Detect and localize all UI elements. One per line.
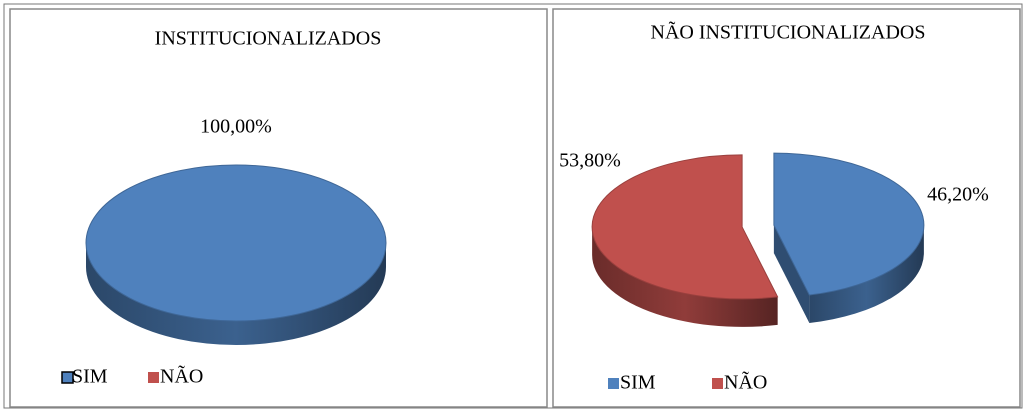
pie-cut-face [773,225,810,324]
legend-label: SIM [72,366,108,388]
legend-swatch [712,378,723,389]
pie-side [86,243,386,345]
chart-title: NÃO INSTITUCIONALIZADOS [651,20,926,44]
data-label: 100,00% [200,116,272,138]
legend-label: NÃO [160,364,203,388]
legend-swatch [608,378,619,389]
legend-label: SIM [620,372,656,394]
pie-side [809,225,924,324]
legend-label: NÃO [724,370,767,394]
legend-swatch [61,371,74,384]
pie-slice [773,152,925,296]
pie-side [592,226,778,327]
data-label: 53,80% [559,150,621,172]
chart-title: INSTITUCIONALIZADOS [155,28,382,50]
legend-swatch [148,372,159,383]
data-label: 46,20% [927,184,989,206]
pie-slice [591,154,779,300]
outer-frame [3,3,1023,409]
pie-slice [85,164,387,322]
